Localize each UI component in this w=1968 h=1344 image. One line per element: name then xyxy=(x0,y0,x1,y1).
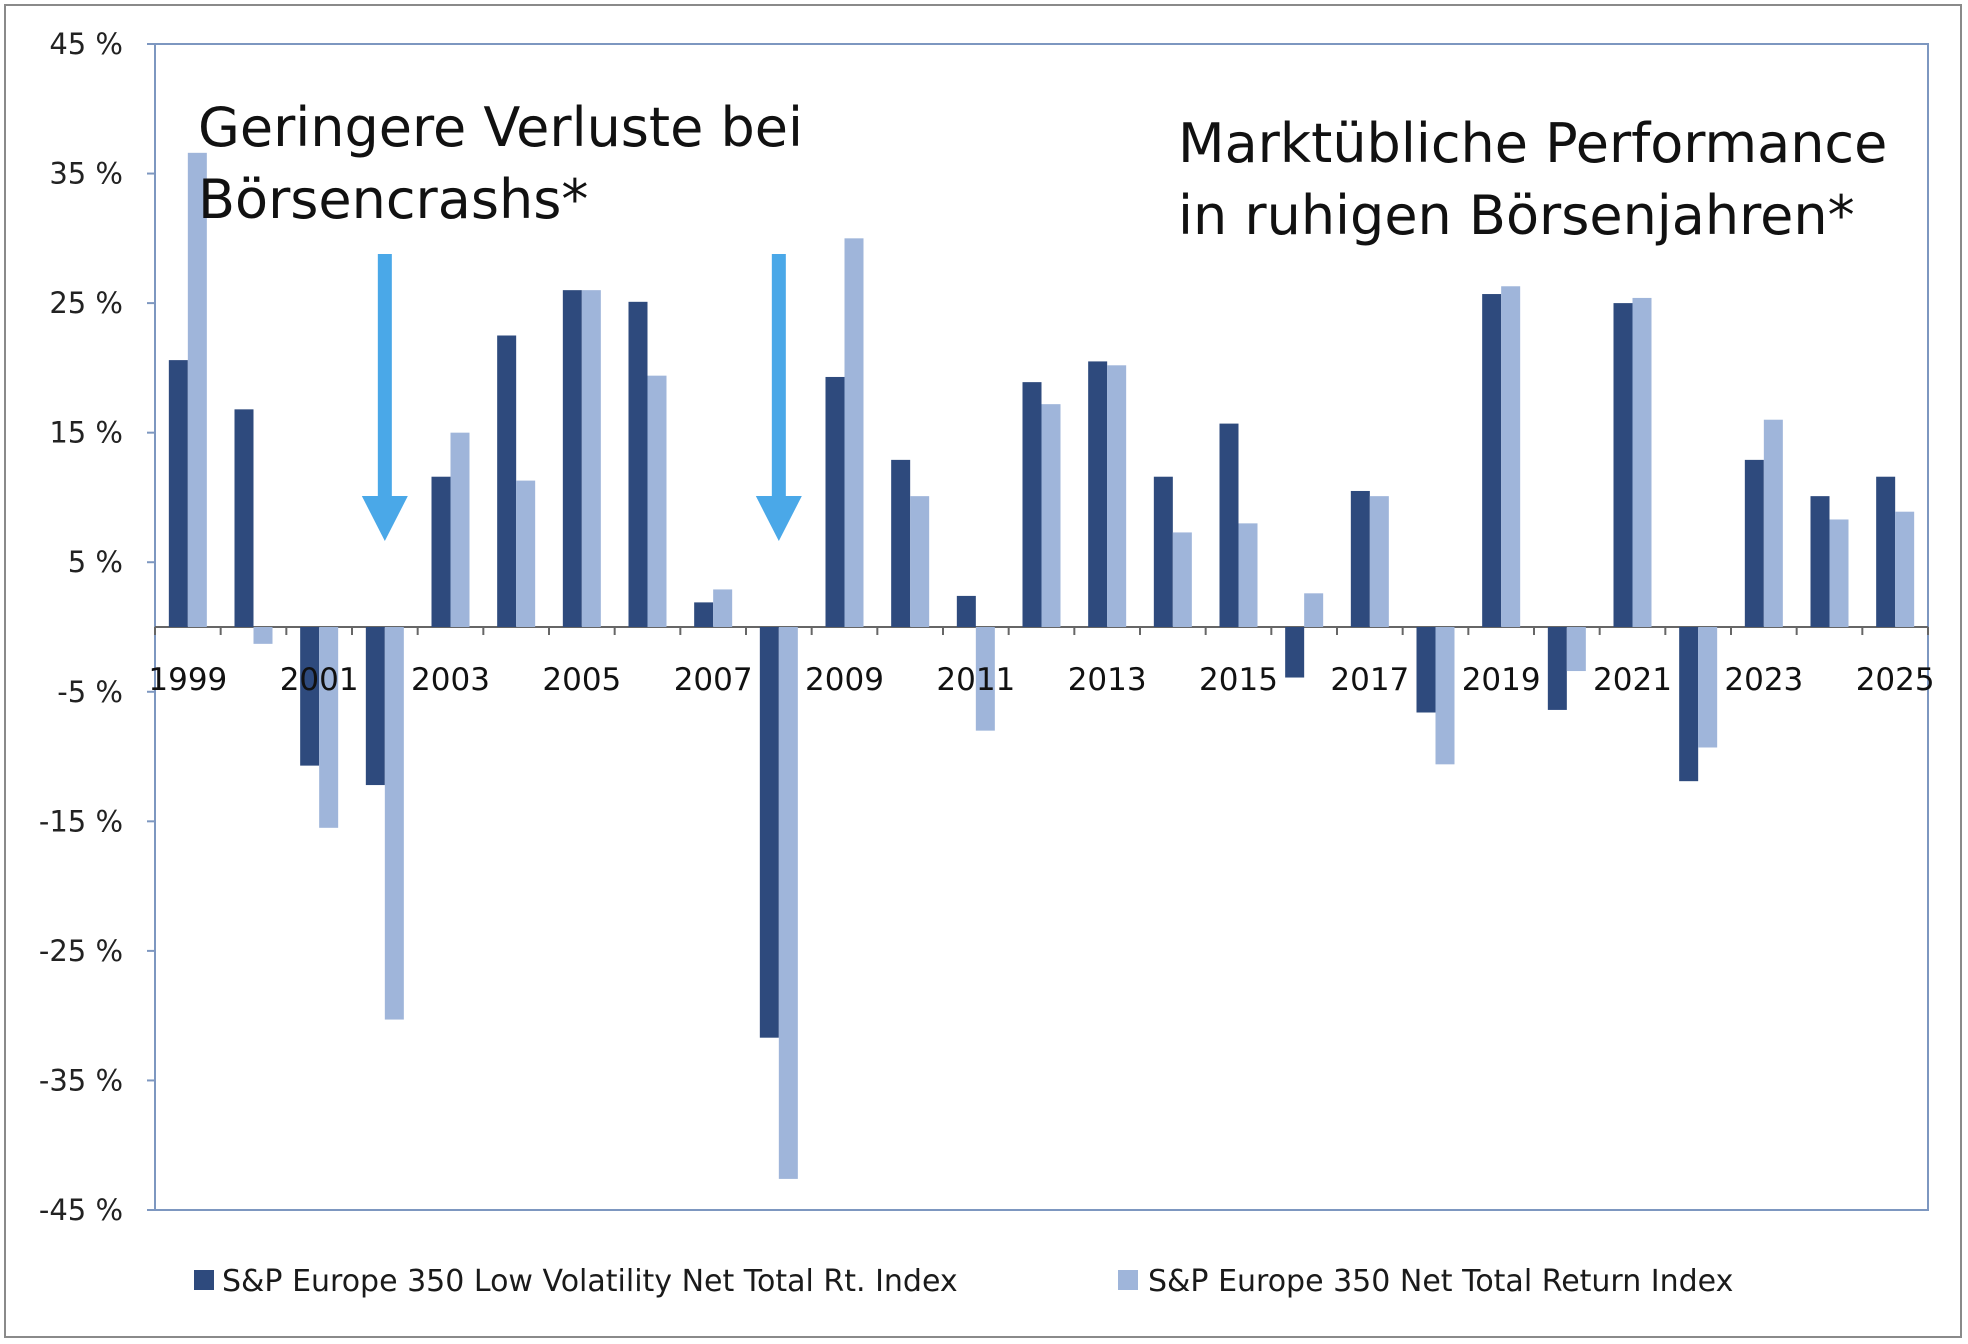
x-tick-label: 2001 xyxy=(280,662,359,698)
bar-series-0-2010 xyxy=(891,459,911,627)
bar-series-0-2003 xyxy=(431,476,451,627)
annotation-left-line2: Börsencrashs* xyxy=(198,168,588,231)
bar-series-0-2002 xyxy=(365,627,385,786)
x-tick-label: 2021 xyxy=(1593,662,1672,698)
bar-series-1-2021 xyxy=(1632,297,1652,627)
y-tick-label: 25 % xyxy=(49,286,123,320)
chart-frame xyxy=(4,4,1962,1338)
bar-series-0-2019 xyxy=(1482,294,1502,627)
x-tick-label: 2011 xyxy=(936,662,1015,698)
bar-series-1-2015 xyxy=(1238,523,1258,627)
y-tick-label: -15 % xyxy=(39,804,123,838)
bar-series-0-2025 xyxy=(1876,476,1896,627)
bar-series-1-2014 xyxy=(1172,532,1192,627)
bar-series-0-2022 xyxy=(1679,627,1699,782)
x-tick-label: 2003 xyxy=(411,662,490,698)
bar-series-0-2000 xyxy=(234,409,254,627)
bar-series-0-2018 xyxy=(1416,627,1436,713)
y-tick-label: -5 % xyxy=(57,675,123,709)
bar-series-1-2022 xyxy=(1698,627,1718,748)
x-tick-label: 2015 xyxy=(1199,662,1278,698)
bar-series-1-2023 xyxy=(1763,419,1783,627)
x-tick-label: 2009 xyxy=(805,662,884,698)
bar-series-0-2014 xyxy=(1153,476,1173,627)
bar-series-0-2016 xyxy=(1285,627,1305,678)
bar-series-0-2004 xyxy=(497,335,517,627)
bar-series-0-2001 xyxy=(300,627,320,766)
bar-series-0-2008 xyxy=(759,627,779,1038)
bar-series-1-2012 xyxy=(1041,404,1061,627)
bar-series-1-2011 xyxy=(975,627,995,731)
bar-series-1-2001 xyxy=(319,627,339,828)
bar-series-1-1999 xyxy=(187,152,207,627)
bar-series-0-2006 xyxy=(628,301,648,627)
bar-series-0-2023 xyxy=(1744,459,1764,627)
bar-series-1-2013 xyxy=(1107,365,1127,627)
bar-series-0-2024 xyxy=(1810,496,1830,627)
bar-series-0-2015 xyxy=(1219,423,1239,627)
down-arrow-icon xyxy=(361,254,408,541)
bar-series-1-2002 xyxy=(384,627,404,1020)
bar-series-1-2006 xyxy=(647,375,667,627)
x-tick-label: 2007 xyxy=(674,662,753,698)
bar-series-1-2020 xyxy=(1566,627,1586,672)
x-tick-label: 1999 xyxy=(148,662,227,698)
legend-label-net-total-return: S&P Europe 350 Net Total Return Index xyxy=(1148,1264,1733,1299)
bars xyxy=(168,152,1915,1179)
bar-series-0-2009 xyxy=(825,376,845,627)
bar-series-1-2005 xyxy=(581,290,601,627)
bar-series-1-2009 xyxy=(844,238,864,628)
bar-series-0-2007 xyxy=(694,602,714,627)
annotation-right-line2: in ruhigen Börsenjahren* xyxy=(1178,184,1855,247)
bar-series-1-2025 xyxy=(1895,511,1915,627)
x-tick-label: 2013 xyxy=(1068,662,1147,698)
bar-series-0-2011 xyxy=(956,595,976,627)
y-tick-label: 5 % xyxy=(68,545,123,579)
x-axis-ticks: 1999 2001 2003 2005 2007 2009 2011 2013 2015 2017… xyxy=(148,627,1935,698)
x-tick-label: 2025 xyxy=(1856,662,1935,698)
bar-series-0-2005 xyxy=(562,290,582,627)
bar-series-1-2008 xyxy=(778,627,798,1179)
bar-series-1-2000 xyxy=(253,627,273,644)
bar-series-0-1999 xyxy=(168,360,188,627)
annotation-left-line1: Geringere Verluste bei xyxy=(198,96,803,159)
bar-series-1-2007 xyxy=(713,589,733,627)
down-arrow-icon xyxy=(755,254,802,541)
y-tick-label: 35 % xyxy=(49,157,123,191)
bar-series-1-2017 xyxy=(1369,496,1389,627)
x-tick-label: 2017 xyxy=(1330,662,1409,698)
x-tick-label: 2019 xyxy=(1462,662,1541,698)
y-tick-label: -25 % xyxy=(39,934,123,968)
legend-label-low-volatility: S&P Europe 350 Low Volatility Net Total … xyxy=(222,1264,958,1299)
bar-series-0-2020 xyxy=(1547,627,1567,710)
bar-series-1-2019 xyxy=(1501,286,1521,627)
legend-swatch-net-total-return xyxy=(1118,1270,1138,1290)
legend-swatch-low-volatility xyxy=(194,1270,214,1290)
bar-series-0-2012 xyxy=(1022,382,1042,627)
legend: S&P Europe 350 Low Volatility Net Total … xyxy=(194,1264,1733,1299)
bar-series-1-2004 xyxy=(516,480,536,627)
bar-series-1-2024 xyxy=(1829,519,1849,627)
y-tick-label: -35 % xyxy=(39,1063,123,1097)
annotation-right-line1: Marktübliche Performance xyxy=(1178,112,1887,175)
bar-series-1-2016 xyxy=(1304,593,1324,627)
bar-series-0-2013 xyxy=(1088,361,1108,627)
y-tick-label: 45 % xyxy=(49,27,123,61)
bar-series-0-2021 xyxy=(1613,303,1633,627)
y-axis-ticks: 45 % 35 % 25 % 15 % 5 % -5 % -15 % -25 % -35 % -4… xyxy=(39,27,155,1227)
bar-series-0-2017 xyxy=(1350,490,1370,627)
y-tick-label: 15 % xyxy=(49,416,123,450)
bar-series-1-2010 xyxy=(910,496,930,627)
annotation-arrows xyxy=(361,254,802,541)
x-tick-label: 2023 xyxy=(1724,662,1803,698)
x-tick-label: 2005 xyxy=(542,662,621,698)
bar-series-1-2003 xyxy=(450,432,470,627)
bar-series-1-2018 xyxy=(1435,627,1455,765)
y-tick-label: -45 % xyxy=(39,1193,123,1227)
